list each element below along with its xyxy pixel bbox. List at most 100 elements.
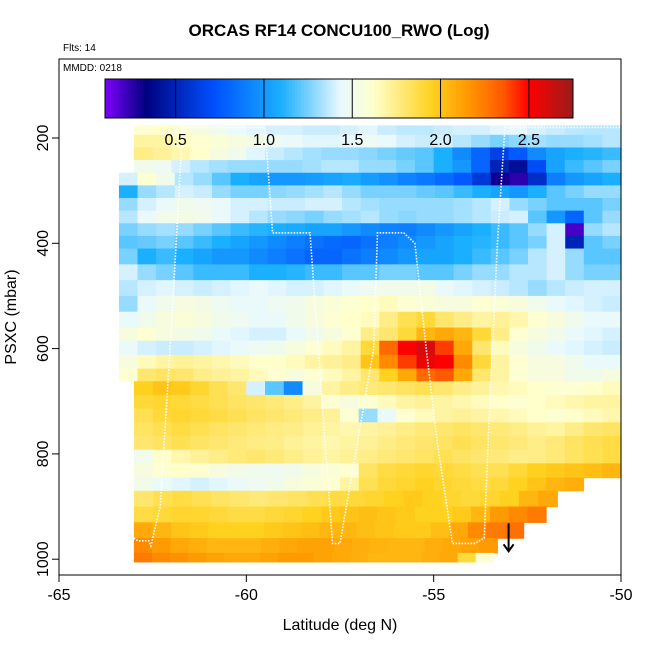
heatmap-cell — [323, 223, 343, 237]
heatmap-cell — [210, 490, 231, 508]
heatmap-cell — [518, 490, 539, 508]
heatmap-cell — [546, 235, 566, 250]
heatmap-cell — [302, 408, 322, 423]
colorbar-swatch — [330, 79, 334, 118]
heatmap-cell — [174, 295, 194, 313]
heatmap-cell — [472, 354, 492, 370]
colorbar-swatch — [347, 79, 352, 118]
heatmap-cell — [528, 340, 548, 356]
heatmap-cell — [249, 223, 269, 237]
heatmap-cell — [367, 552, 387, 563]
heatmap-cell — [414, 125, 435, 136]
heatmap-cell — [358, 381, 379, 396]
heatmap-cell — [414, 160, 435, 174]
heatmap-cell — [267, 248, 287, 265]
heatmap-cell — [397, 340, 418, 356]
heatmap-cell — [304, 311, 325, 329]
colorbar-swatch — [122, 79, 126, 118]
colorbar-swatch — [339, 79, 343, 118]
heatmap-cell — [323, 340, 343, 356]
heatmap-cell — [118, 210, 139, 224]
heatmap-cell — [174, 210, 194, 224]
colorbar-swatch — [303, 79, 308, 118]
heatmap-cell — [267, 185, 287, 199]
heatmap-cell — [342, 327, 362, 342]
colorbar-swatch — [479, 79, 483, 118]
colorbar-swatch — [526, 79, 530, 118]
heatmap-cell — [265, 449, 285, 464]
heatmap-cell — [377, 394, 397, 410]
date-label: MMDD: 0218 — [63, 63, 122, 74]
heatmap-cell — [565, 223, 585, 237]
heatmap-cell — [323, 311, 343, 329]
heatmap-cell — [286, 327, 306, 342]
heatmap-cell — [452, 477, 472, 492]
colorbar-swatch — [403, 79, 407, 118]
heatmap-cell — [302, 381, 322, 396]
colorbar-swatch — [505, 79, 510, 118]
heatmap-cell — [461, 490, 481, 508]
heatmap-cell — [358, 408, 379, 423]
heatmap-cell — [397, 235, 418, 250]
heatmap-cell — [397, 198, 418, 212]
heatmap-cell — [509, 368, 529, 382]
heatmap-cell — [472, 327, 492, 342]
heatmap-cell — [416, 172, 436, 186]
colorbar-swatch — [429, 79, 434, 118]
heatmap-cell — [171, 436, 191, 451]
heatmap-cell — [208, 147, 229, 161]
heatmap-cell — [416, 210, 436, 224]
heatmap-cell — [208, 125, 229, 136]
heatmap-cell — [171, 522, 191, 539]
colorbar-swatch — [432, 79, 437, 118]
colorbar-swatch — [344, 79, 349, 118]
heatmap-cell — [174, 185, 194, 199]
heatmap-cell — [302, 477, 322, 492]
heatmap-cell — [421, 552, 441, 563]
heatmap-cell — [156, 264, 176, 281]
heatmap-cell — [472, 223, 492, 237]
heatmap-cell — [490, 340, 511, 356]
heatmap-cell — [461, 538, 480, 554]
heatmap-cell — [156, 198, 176, 212]
y-tick-label: 800 — [35, 440, 52, 467]
heatmap-cell — [602, 185, 622, 199]
heatmap-cell — [397, 185, 418, 199]
heatmap-cell — [403, 552, 423, 563]
heatmap-cell — [414, 449, 435, 464]
heatmap-cell — [286, 280, 306, 297]
heatmap-cell — [414, 477, 435, 492]
heatmap-cell — [528, 198, 548, 212]
heatmap-cell — [546, 311, 566, 329]
colorbar-swatch — [192, 79, 197, 118]
heatmap-cell — [265, 506, 285, 523]
heatmap-cell — [342, 368, 362, 382]
heatmap-cell — [490, 368, 511, 382]
heatmap-cell — [152, 408, 172, 423]
heatmap-cell — [321, 394, 341, 410]
heatmap-cell — [152, 463, 172, 479]
heatmap-cell — [565, 340, 585, 356]
heatmap-cell — [249, 210, 269, 224]
heatmap-cell — [527, 477, 547, 492]
heatmap-cell — [211, 264, 232, 281]
heatmap-cell — [208, 408, 229, 423]
heatmap-cell — [304, 198, 325, 212]
heatmap-cell — [433, 422, 453, 437]
heatmap-cell — [489, 449, 510, 464]
heatmap-cell — [490, 210, 511, 224]
heatmap-cell — [286, 185, 306, 199]
colorbar-swatch — [327, 79, 331, 118]
heatmap-cell — [283, 147, 304, 161]
heatmap-cell — [137, 311, 157, 329]
heatmap-cell — [472, 280, 492, 297]
heatmap-cell — [416, 354, 436, 370]
heatmap-cell — [193, 280, 213, 297]
colorbar-swatch — [450, 79, 454, 118]
heatmap-cell — [583, 185, 603, 199]
heatmap-cell — [471, 125, 491, 136]
heatmap-cell — [211, 198, 232, 212]
colorbar-swatch — [315, 79, 320, 118]
colorbar-swatch — [464, 79, 469, 118]
colorbar-swatch — [280, 79, 284, 118]
